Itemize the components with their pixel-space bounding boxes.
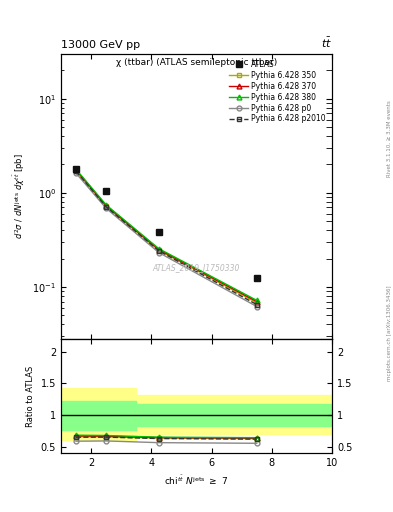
X-axis label: chi$^{t\bar{t}}$ $N^{\mathrm{jets}}$ $\geq$ 7: chi$^{t\bar{t}}$ $N^{\mathrm{jets}}$ $\g… [164,474,229,487]
Y-axis label: $d^2\sigma$ / $dN^{\mathrm{jets}}$ $d\chi^{t\bar{t}}$ [pb]: $d^2\sigma$ / $dN^{\mathrm{jets}}$ $d\ch… [11,154,27,239]
Text: ATLAS_2019_I1750330: ATLAS_2019_I1750330 [153,263,240,272]
Text: 13000 GeV pp: 13000 GeV pp [61,40,140,50]
Text: χ (ttbar) (ATLAS semileptonic ttbar): χ (ttbar) (ATLAS semileptonic ttbar) [116,58,277,67]
Text: mcplots.cern.ch [arXiv:1306.3436]: mcplots.cern.ch [arXiv:1306.3436] [387,285,392,380]
Legend: ATLAS, Pythia 6.428 350, Pythia 6.428 370, Pythia 6.428 380, Pythia 6.428 p0, Py: ATLAS, Pythia 6.428 350, Pythia 6.428 37… [227,57,328,126]
Text: Rivet 3.1.10, ≥ 3.3M events: Rivet 3.1.10, ≥ 3.3M events [387,100,392,177]
Y-axis label: Ratio to ATLAS: Ratio to ATLAS [26,366,35,426]
Text: $t\bar{t}$: $t\bar{t}$ [321,36,332,50]
